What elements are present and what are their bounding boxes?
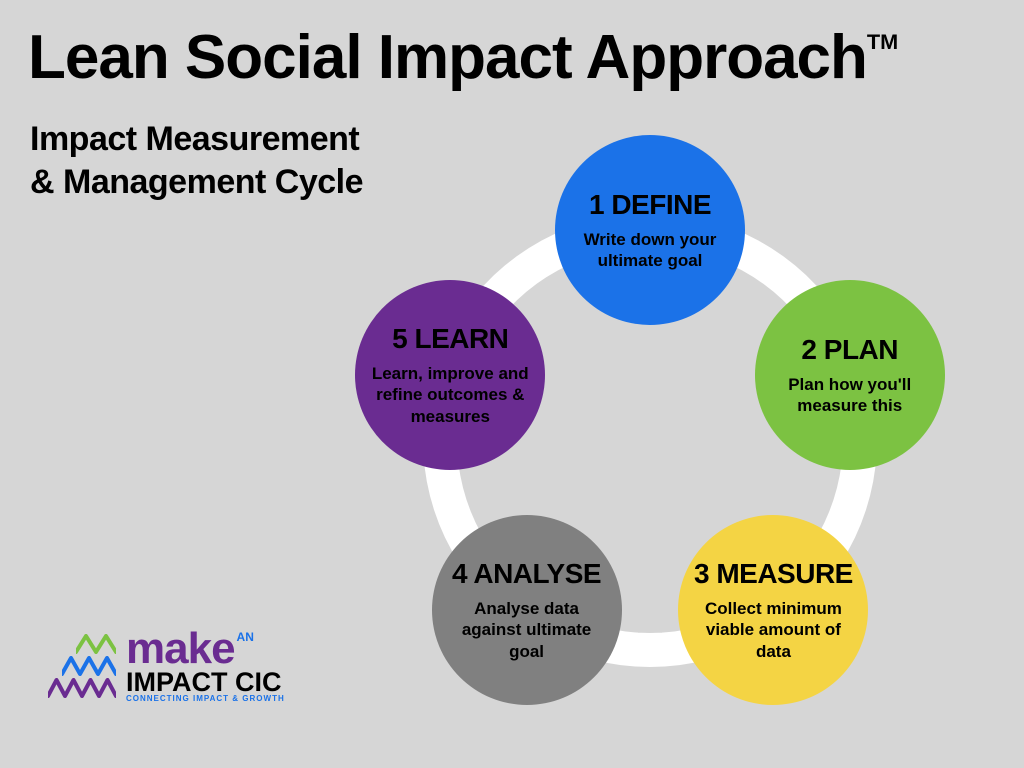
cycle-node-plan: 2 PLAN Plan how you'll measure this (755, 280, 945, 470)
cycle-node-analyse: 4 ANALYSE Analyse data against ultimate g… (432, 515, 622, 705)
cycle-node-measure: 3 MEASURE Collect minimum viable amount o… (678, 515, 868, 705)
cycle-node-learn: 5 LEARN Learn, improve and refine outcome… (355, 280, 545, 470)
cycle-node-desc: Collect minimum viable amount of data (678, 598, 868, 662)
cycle-node-desc: Write down your ultimate goal (555, 229, 745, 272)
logo-zigzag-icon (48, 634, 116, 698)
logo-an: AN (237, 630, 254, 644)
cycle-node-desc: Analyse data against ultimate goal (432, 598, 622, 662)
brand-logo: makeAN IMPACT CIC CONNECTING IMPACT & GR… (48, 628, 285, 703)
cycle-node-label: 2 PLAN (801, 334, 898, 366)
logo-tagline: CONNECTING IMPACT & GROWTH (126, 695, 285, 703)
cycle-node-desc: Learn, improve and refine outcomes & mea… (355, 363, 545, 427)
cycle-diagram: 1 DEFINEWrite down your ultimate goal2 P… (250, 40, 1024, 768)
logo-make: make (126, 624, 235, 673)
cycle-node-label: 1 DEFINE (589, 189, 711, 221)
cycle-node-label: 4 ANALYSE (452, 558, 601, 590)
cycle-node-label: 5 LEARN (392, 323, 508, 355)
logo-impact: IMPACT CIC (126, 670, 285, 696)
logo-text: makeAN IMPACT CIC CONNECTING IMPACT & GR… (126, 628, 285, 703)
cycle-node-define: 1 DEFINE Write down your ultimate goal (555, 135, 745, 325)
cycle-node-desc: Plan how you'll measure this (755, 374, 945, 417)
cycle-node-label: 3 MEASURE (694, 558, 853, 590)
